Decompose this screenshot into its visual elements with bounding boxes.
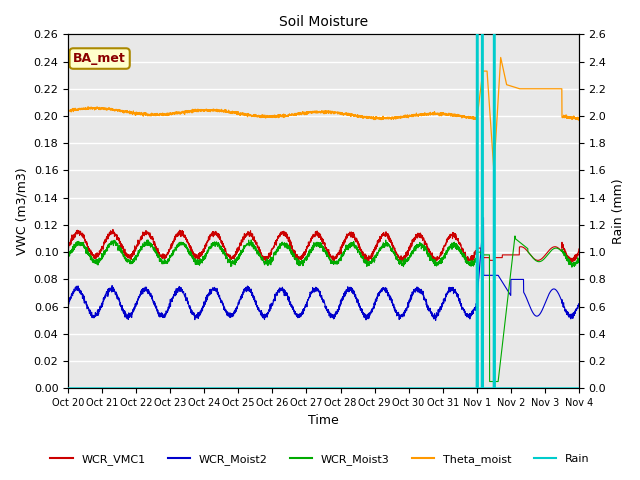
Legend: WCR_VMC1, WCR_Moist2, WCR_Moist3, Theta_moist, Rain: WCR_VMC1, WCR_Moist2, WCR_Moist3, Theta_… [46,450,594,469]
X-axis label: Time: Time [308,414,339,427]
Text: BA_met: BA_met [73,52,126,65]
Y-axis label: Rain (mm): Rain (mm) [612,179,625,244]
Y-axis label: VWC (m3/m3): VWC (m3/m3) [15,168,28,255]
Title: Soil Moisture: Soil Moisture [279,15,368,29]
